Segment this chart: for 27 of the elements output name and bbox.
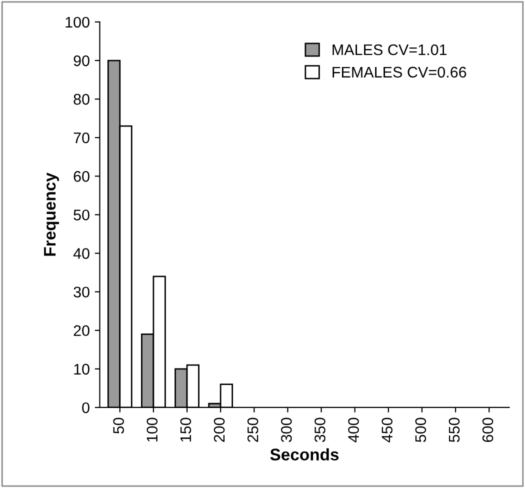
legend-label: FEMALES CV=0.66 bbox=[332, 66, 466, 78]
y-tick-label: 80 bbox=[74, 94, 90, 105]
x-tick-label: 150 bbox=[180, 418, 192, 442]
x-tick-label: 550 bbox=[448, 418, 460, 442]
y-tick-label: 0 bbox=[82, 402, 90, 414]
y-tick-label: 60 bbox=[74, 171, 90, 182]
y-tick-label: 10 bbox=[74, 364, 90, 375]
x-tick-label: 200 bbox=[214, 418, 225, 442]
y-tick-label: 20 bbox=[74, 325, 90, 336]
y-tick-label: 90 bbox=[74, 55, 90, 66]
y-axis-title: Frequency bbox=[44, 172, 59, 256]
x-axis-title: Seconds bbox=[270, 448, 339, 460]
x-tick-label: 600 bbox=[482, 418, 494, 442]
y-tick-label: 40 bbox=[73, 248, 90, 259]
legend-label: MALES CV=1.01 bbox=[332, 44, 447, 56]
y-tick-label: 70 bbox=[74, 132, 90, 144]
x-tick-label: 350 bbox=[314, 418, 326, 442]
y-tick-label: 100 bbox=[66, 16, 90, 28]
x-tick-label: 400 bbox=[348, 418, 359, 442]
x-tick-label: 100 bbox=[146, 418, 158, 442]
x-tick-label: 300 bbox=[281, 418, 292, 442]
x-tick-label: 500 bbox=[415, 418, 426, 442]
y-tick-label: 50 bbox=[74, 210, 90, 220]
x-tick-label: 250 bbox=[247, 418, 258, 442]
x-tick-label: 50 bbox=[113, 418, 124, 434]
y-tick-label: 30 bbox=[74, 286, 90, 298]
x-tick-label: 450 bbox=[382, 418, 393, 442]
